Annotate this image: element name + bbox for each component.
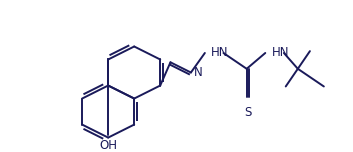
Text: S: S — [244, 106, 251, 119]
Text: HN: HN — [211, 47, 229, 59]
Text: OH: OH — [99, 138, 117, 152]
Text: N: N — [194, 66, 203, 79]
Text: HN: HN — [272, 47, 289, 59]
